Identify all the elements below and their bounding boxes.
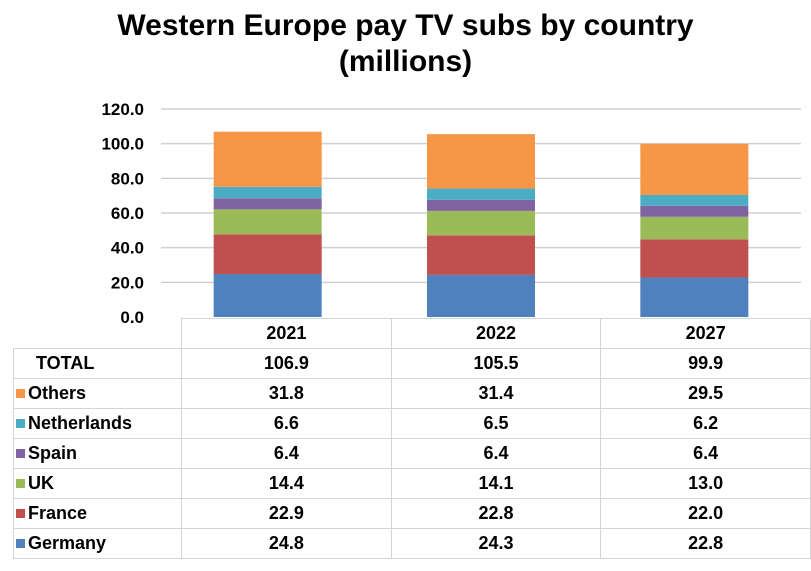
bar-segment-france-2022 — [427, 235, 535, 275]
total-label: TOTAL — [13, 348, 182, 379]
data-value: 29.5 — [600, 378, 811, 409]
table-row-france: France 22.9 22.8 22.0 — [13, 498, 811, 529]
bar-segment-others-2021 — [213, 131, 322, 187]
x-category-label: 2022 — [390, 318, 602, 349]
bar-segment-spain-2021 — [213, 198, 322, 210]
data-value: 6.4 — [181, 438, 392, 469]
data-value: 6.4 — [390, 438, 602, 469]
series-label-cell: Germany — [13, 528, 182, 559]
data-value: 6.2 — [600, 408, 811, 439]
bar-segment-uk-2021 — [213, 209, 322, 235]
legend-label: Spain — [28, 443, 78, 463]
data-value: 22.9 — [181, 498, 392, 529]
bar-segment-netherlands-2022 — [427, 188, 535, 200]
title-line-2: (millions) — [338, 45, 473, 78]
legend-label: France — [28, 503, 88, 523]
y-tick-label: 40.0 — [111, 239, 144, 258]
data-value: 31.8 — [181, 378, 392, 409]
legend-label: Netherlands — [28, 413, 133, 433]
bar-segment-netherlands-2021 — [213, 186, 322, 199]
bar-segment-france-2027 — [640, 239, 749, 278]
data-table: 2021 2022 2027 TOTAL 106.9 105.5 99.9 Others 31.… — [13, 318, 811, 559]
table-row-others: Others 31.8 31.4 29.5 — [13, 378, 811, 409]
bar-segment-germany-2021 — [213, 274, 322, 317]
x-category-label: 2021 — [181, 318, 392, 349]
series-label-cell: Netherlands — [13, 408, 182, 439]
data-value: 22.8 — [600, 528, 811, 559]
total-value: 99.9 — [600, 348, 811, 379]
series-label-cell: UK — [13, 468, 182, 499]
legend-label: Germany — [28, 533, 107, 553]
bar-segment-uk-2027 — [640, 216, 749, 240]
data-value: 14.1 — [390, 468, 602, 499]
table-row-germany: Germany 24.8 24.3 22.8 — [13, 528, 811, 559]
total-value: 105.5 — [390, 348, 602, 379]
legend-swatch — [16, 419, 25, 428]
table-row-spain: Spain 6.4 6.4 6.4 — [13, 438, 811, 469]
table-row-total: TOTAL 106.9 105.5 99.9 — [13, 348, 811, 379]
legend-swatch — [16, 449, 25, 458]
bar-segment-spain-2027 — [640, 205, 749, 217]
data-value: 13.0 — [600, 468, 811, 499]
bar-segment-france-2021 — [213, 234, 322, 275]
bar-segment-others-2027 — [640, 143, 749, 195]
series-label-cell: France — [13, 498, 182, 529]
bar-segment-netherlands-2027 — [640, 194, 749, 206]
data-value: 6.5 — [390, 408, 602, 439]
data-value: 31.4 — [390, 378, 602, 409]
title-line-1: Western Europe pay TV subs by country — [117, 9, 694, 42]
data-value: 22.0 — [600, 498, 811, 529]
y-tick-label: 100.0 — [101, 135, 144, 154]
legend-swatch — [16, 509, 25, 518]
y-tick-label: 80.0 — [111, 169, 144, 188]
table-row-uk: UK 14.4 14.1 13.0 — [13, 468, 811, 499]
data-value: 6.4 — [600, 438, 811, 469]
series-label-cell: Others — [13, 378, 182, 409]
legend-label: Others — [28, 383, 87, 403]
legend-label: UK — [28, 473, 54, 493]
bar-segment-germany-2022 — [427, 274, 535, 317]
y-tick-label: 20.0 — [111, 273, 144, 292]
y-tick-label: 60.0 — [111, 204, 144, 223]
data-value: 14.4 — [181, 468, 392, 499]
data-value: 24.8 — [181, 528, 392, 559]
x-category-label: 2027 — [600, 318, 811, 349]
bar-segment-germany-2027 — [640, 277, 749, 317]
total-value: 106.9 — [181, 348, 392, 379]
legend-swatch — [16, 539, 25, 548]
bar-segment-others-2022 — [427, 134, 535, 189]
data-value: 22.8 — [390, 498, 602, 529]
legend-swatch — [16, 389, 25, 398]
chart-title: Western Europe pay TV subs by country (m… — [0, 8, 811, 80]
bar-segment-spain-2022 — [427, 199, 535, 211]
series-label-cell: Spain — [13, 438, 182, 469]
data-value: 6.6 — [181, 408, 392, 439]
bar-segment-uk-2022 — [427, 210, 535, 236]
table-row-netherlands: Netherlands 6.6 6.5 6.2 — [13, 408, 811, 439]
legend-swatch — [16, 479, 25, 488]
table-header-row: 2021 2022 2027 — [13, 318, 811, 349]
y-tick-label: 120.0 — [101, 100, 144, 119]
blank-cell — [13, 318, 182, 349]
data-value: 24.3 — [390, 528, 602, 559]
